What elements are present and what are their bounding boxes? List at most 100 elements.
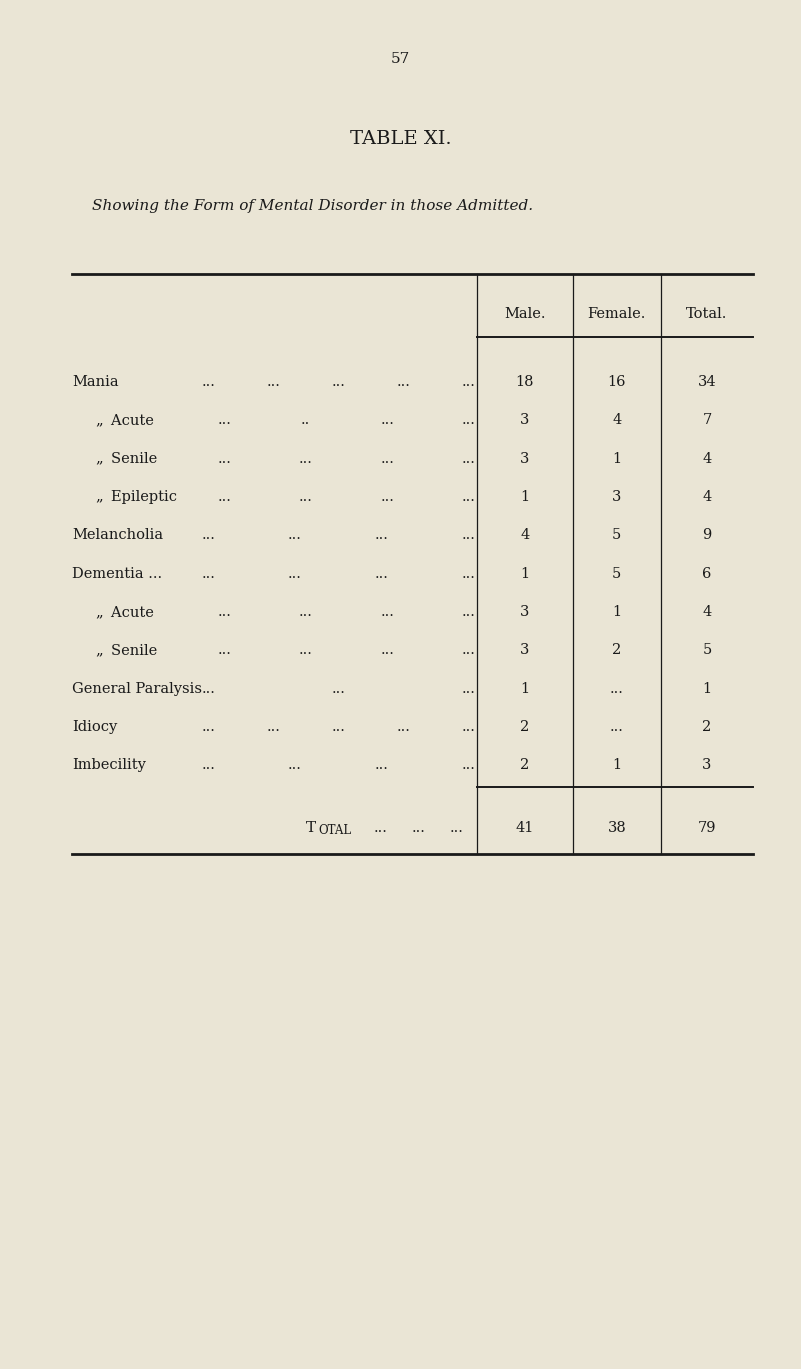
Text: 1: 1 — [612, 605, 622, 619]
Text: ...: ... — [299, 605, 312, 619]
Text: 5: 5 — [612, 567, 622, 580]
Text: Melancholia: Melancholia — [72, 528, 163, 542]
Text: 1: 1 — [520, 567, 529, 580]
Text: ...: ... — [201, 720, 215, 734]
Text: ...: ... — [267, 375, 280, 389]
Text: 3: 3 — [520, 413, 529, 427]
Text: ...: ... — [610, 720, 624, 734]
Text: ...: ... — [461, 375, 476, 389]
Text: ...: ... — [217, 605, 231, 619]
Text: ...: ... — [299, 490, 312, 504]
Text: 79: 79 — [698, 821, 716, 835]
Text: 2: 2 — [612, 643, 622, 657]
Text: ...: ... — [217, 413, 231, 427]
Text: ...: ... — [461, 758, 476, 772]
Text: 2: 2 — [520, 758, 529, 772]
Text: 1: 1 — [520, 682, 529, 695]
Text: ...: ... — [288, 758, 302, 772]
Text: Imbecility: Imbecility — [72, 758, 146, 772]
Text: ...: ... — [396, 375, 410, 389]
Text: Mania: Mania — [72, 375, 119, 389]
Text: „ Senile: „ Senile — [96, 643, 157, 657]
Text: ...: ... — [461, 643, 476, 657]
Text: 5: 5 — [612, 528, 622, 542]
Text: 57: 57 — [391, 52, 410, 66]
Text: ...: ... — [375, 528, 388, 542]
Text: ...: ... — [396, 720, 410, 734]
Text: 3: 3 — [520, 605, 529, 619]
Text: T: T — [306, 821, 316, 835]
Text: ...: ... — [461, 605, 476, 619]
Text: „ Acute: „ Acute — [96, 413, 154, 427]
Text: Female.: Female. — [588, 307, 646, 320]
Text: 4: 4 — [702, 490, 711, 504]
Text: ...: ... — [461, 452, 476, 465]
Text: Male.: Male. — [504, 307, 545, 320]
Text: ...: ... — [411, 821, 425, 835]
Text: 18: 18 — [515, 375, 534, 389]
Text: 2: 2 — [520, 720, 529, 734]
Text: 4: 4 — [702, 452, 711, 465]
Text: Dementia ...: Dementia ... — [72, 567, 163, 580]
Text: ...: ... — [449, 821, 464, 835]
Text: ...: ... — [380, 413, 394, 427]
Text: 3: 3 — [702, 758, 711, 772]
Text: 1: 1 — [702, 682, 711, 695]
Text: ...: ... — [461, 490, 476, 504]
Text: ...: ... — [461, 528, 476, 542]
Text: „ Epileptic: „ Epileptic — [96, 490, 177, 504]
Text: 3: 3 — [612, 490, 622, 504]
Text: 2: 2 — [702, 720, 711, 734]
Text: ...: ... — [332, 375, 345, 389]
Text: ...: ... — [288, 528, 302, 542]
Text: ...: ... — [332, 682, 345, 695]
Text: ...: ... — [217, 490, 231, 504]
Text: ...: ... — [217, 643, 231, 657]
Text: 38: 38 — [607, 821, 626, 835]
Text: Showing the Form of Mental Disorder in those Admitted.: Showing the Form of Mental Disorder in t… — [92, 199, 533, 212]
Text: ...: ... — [217, 452, 231, 465]
Text: ...: ... — [201, 528, 215, 542]
Text: „ Senile: „ Senile — [96, 452, 157, 465]
Text: ...: ... — [267, 720, 280, 734]
Text: ...: ... — [201, 682, 215, 695]
Text: ...: ... — [380, 490, 394, 504]
Text: 4: 4 — [612, 413, 622, 427]
Text: ...: ... — [461, 413, 476, 427]
Text: ...: ... — [461, 720, 476, 734]
Text: ...: ... — [375, 567, 388, 580]
Text: 41: 41 — [516, 821, 533, 835]
Text: 1: 1 — [520, 490, 529, 504]
Text: ...: ... — [201, 567, 215, 580]
Text: 6: 6 — [702, 567, 711, 580]
Text: Total.: Total. — [686, 307, 727, 320]
Text: ...: ... — [461, 682, 476, 695]
Text: 3: 3 — [520, 452, 529, 465]
Text: ...: ... — [380, 643, 394, 657]
Text: ...: ... — [201, 758, 215, 772]
Text: 5: 5 — [702, 643, 711, 657]
Text: ...: ... — [610, 682, 624, 695]
Text: „ Acute: „ Acute — [96, 605, 154, 619]
Text: General Paralysis: General Paralysis — [72, 682, 202, 695]
Text: ..: .. — [301, 413, 310, 427]
Text: ...: ... — [380, 605, 394, 619]
Text: ...: ... — [299, 452, 312, 465]
Text: ...: ... — [380, 452, 394, 465]
Text: Idiocy: Idiocy — [72, 720, 117, 734]
Text: ...: ... — [201, 375, 215, 389]
Text: 4: 4 — [702, 605, 711, 619]
Text: ...: ... — [332, 720, 345, 734]
Text: ...: ... — [375, 758, 388, 772]
Text: 34: 34 — [698, 375, 716, 389]
Text: ...: ... — [461, 567, 476, 580]
Text: 4: 4 — [520, 528, 529, 542]
Text: 9: 9 — [702, 528, 711, 542]
Text: OTAL: OTAL — [318, 824, 351, 836]
Text: 16: 16 — [607, 375, 626, 389]
Text: ...: ... — [299, 643, 312, 657]
Text: 1: 1 — [612, 758, 622, 772]
Text: ...: ... — [373, 821, 388, 835]
Text: 7: 7 — [702, 413, 711, 427]
Text: 3: 3 — [520, 643, 529, 657]
